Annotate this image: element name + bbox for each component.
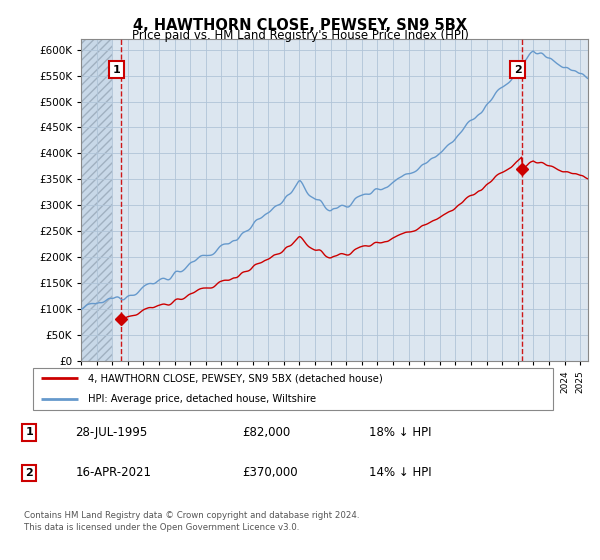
Text: 1: 1 bbox=[25, 427, 33, 437]
Bar bbox=[81, 39, 112, 361]
Text: 18% ↓ HPI: 18% ↓ HPI bbox=[369, 426, 431, 439]
Text: 14% ↓ HPI: 14% ↓ HPI bbox=[369, 466, 432, 479]
Text: 16-APR-2021: 16-APR-2021 bbox=[76, 466, 151, 479]
Text: 2: 2 bbox=[514, 65, 521, 75]
Text: £82,000: £82,000 bbox=[242, 426, 290, 439]
Text: 1: 1 bbox=[113, 65, 121, 75]
FancyBboxPatch shape bbox=[32, 367, 553, 410]
Text: 4, HAWTHORN CLOSE, PEWSEY, SN9 5BX (detached house): 4, HAWTHORN CLOSE, PEWSEY, SN9 5BX (deta… bbox=[88, 373, 383, 383]
Text: £370,000: £370,000 bbox=[242, 466, 298, 479]
Text: 28-JUL-1995: 28-JUL-1995 bbox=[76, 426, 148, 439]
Text: Price paid vs. HM Land Registry's House Price Index (HPI): Price paid vs. HM Land Registry's House … bbox=[131, 29, 469, 42]
Text: 4, HAWTHORN CLOSE, PEWSEY, SN9 5BX: 4, HAWTHORN CLOSE, PEWSEY, SN9 5BX bbox=[133, 18, 467, 33]
Text: 2: 2 bbox=[25, 468, 33, 478]
Text: Contains HM Land Registry data © Crown copyright and database right 2024.
This d: Contains HM Land Registry data © Crown c… bbox=[24, 511, 359, 531]
Text: HPI: Average price, detached house, Wiltshire: HPI: Average price, detached house, Wilt… bbox=[88, 394, 316, 404]
